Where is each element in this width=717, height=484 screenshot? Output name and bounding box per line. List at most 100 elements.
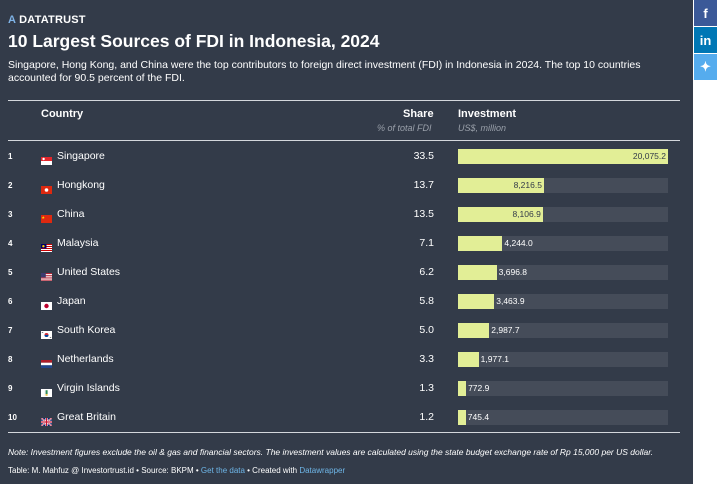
row-country: Hongkong bbox=[57, 179, 105, 191]
twitter-share-button[interactable]: ✦ bbox=[694, 54, 717, 80]
row-rank: 2 bbox=[8, 181, 13, 190]
row-country: Singapore bbox=[57, 150, 105, 162]
table-row: 4 Malaysia 7.1 4,244.0 bbox=[8, 229, 680, 258]
flag-us-icon bbox=[41, 268, 52, 281]
investment-value-label: 4,244.0 bbox=[504, 238, 533, 248]
investment-value-label: 8,216.5 bbox=[513, 180, 542, 190]
investment-bar bbox=[458, 410, 466, 425]
chart-subtitle: Singapore, Hong Kong, and China were the… bbox=[8, 59, 641, 84]
investment-bar-track: 1,977.1 bbox=[458, 352, 668, 367]
row-rank: 7 bbox=[8, 326, 13, 335]
credits-middle: • Created with bbox=[244, 466, 300, 475]
row-rank: 9 bbox=[8, 384, 13, 393]
investment-bar bbox=[458, 236, 503, 251]
table-row: 9 Virgin Islands 1.3 772.9 bbox=[8, 374, 680, 403]
table-row: 3 China 13.5 8,106.9 bbox=[8, 200, 680, 229]
investment-bar-track: 772.9 bbox=[458, 381, 668, 396]
investment-value-label: 8,106.9 bbox=[512, 209, 541, 219]
brand-logo-icon: A bbox=[8, 14, 17, 26]
investment-bar-track: 3,696.8 bbox=[458, 265, 668, 280]
row-share: 7.1 bbox=[419, 237, 434, 249]
investment-bar-track: 8,216.5 bbox=[458, 178, 668, 193]
row-share: 3.3 bbox=[419, 353, 434, 365]
table-header-rule bbox=[8, 140, 680, 141]
investment-value-label: 20,075.2 bbox=[632, 151, 666, 161]
investment-bar-track: 4,244.0 bbox=[458, 236, 668, 251]
row-country: Great Britain bbox=[57, 411, 116, 423]
facebook-share-button[interactable]: f bbox=[694, 0, 717, 26]
column-subheader-investment: US$, million bbox=[458, 123, 507, 133]
chart-title: 10 Largest Sources of FDI in Indonesia, … bbox=[8, 31, 380, 51]
investment-value-label: 772.9 bbox=[468, 383, 490, 393]
investment-value-label: 2,987.7 bbox=[491, 325, 520, 335]
column-header-investment: Investment bbox=[458, 108, 517, 120]
investment-bar-track: 745.4 bbox=[458, 410, 668, 425]
brand: A DATATRUST bbox=[8, 14, 86, 26]
table-row: 1 Singapore 33.5 20,075.2 bbox=[8, 142, 680, 171]
row-rank: 6 bbox=[8, 297, 13, 306]
flag-jp-icon bbox=[41, 297, 52, 310]
row-share: 6.2 bbox=[419, 266, 434, 278]
column-header-country: Country bbox=[41, 108, 84, 120]
flag-hk-icon bbox=[41, 181, 52, 194]
table-row: 6 Japan 5.8 3,463.9 bbox=[8, 287, 680, 316]
table-row: 5 United States 6.2 3,696.8 bbox=[8, 258, 680, 287]
investment-bar bbox=[458, 323, 490, 338]
flag-cn-icon bbox=[41, 210, 52, 223]
datawrapper-link[interactable]: Datawrapper bbox=[299, 466, 346, 475]
linkedin-share-button[interactable]: in bbox=[694, 27, 717, 53]
investment-bar bbox=[458, 207, 543, 222]
row-country: Malaysia bbox=[57, 237, 99, 249]
table-row: 10 Great Britain 1.2 745.4 bbox=[8, 403, 680, 432]
row-country: Netherlands bbox=[57, 353, 114, 365]
row-rank: 10 bbox=[8, 413, 17, 422]
row-share: 1.3 bbox=[419, 382, 434, 394]
row-rank: 8 bbox=[8, 355, 13, 364]
flag-kr-icon bbox=[41, 326, 52, 339]
table-row: 8 Netherlands 3.3 1,977.1 bbox=[8, 345, 680, 374]
row-rank: 4 bbox=[8, 239, 13, 248]
investment-bar bbox=[458, 265, 497, 280]
row-rank: 3 bbox=[8, 210, 13, 219]
table-row: 7 South Korea 5.0 2,987.7 bbox=[8, 316, 680, 345]
column-header-share: Share bbox=[403, 108, 434, 120]
investment-bar-track: 3,463.9 bbox=[458, 294, 668, 309]
investment-value-label: 3,463.9 bbox=[496, 296, 525, 306]
flag-gb-icon bbox=[40, 413, 53, 427]
credits-prefix: Table: M. Mahfuz @ Investortrust.id • So… bbox=[8, 466, 201, 475]
row-share: 13.5 bbox=[413, 208, 434, 220]
investment-bar bbox=[458, 149, 668, 164]
investment-value-label: 745.4 bbox=[467, 412, 490, 422]
row-share: 13.7 bbox=[413, 179, 434, 191]
flag-vg-icon bbox=[41, 384, 52, 397]
row-country: China bbox=[57, 208, 85, 220]
investment-bar-track: 8,106.9 bbox=[458, 207, 668, 222]
brand-name: DATATRUST bbox=[19, 14, 86, 26]
flag-sg-icon bbox=[41, 152, 52, 165]
row-share: 1.2 bbox=[419, 411, 434, 423]
investment-bar bbox=[458, 352, 479, 367]
investment-bar bbox=[458, 178, 544, 193]
investment-value-label: 1,977.1 bbox=[480, 354, 510, 364]
investment-bar-track: 20,075.2 bbox=[458, 149, 668, 164]
row-country: Japan bbox=[57, 295, 86, 307]
table-top-rule bbox=[8, 100, 680, 101]
row-country: United States bbox=[57, 266, 121, 278]
row-rank: 1 bbox=[8, 152, 13, 161]
table-row: 2 Hongkong 13.7 8,216.5 bbox=[8, 171, 680, 200]
row-share: 5.8 bbox=[419, 295, 434, 307]
footnote: Note: Investment figures exclude the oil… bbox=[8, 447, 654, 457]
flag-my-icon bbox=[41, 239, 52, 252]
investment-bar bbox=[458, 381, 467, 396]
investment-bar bbox=[458, 294, 495, 309]
row-rank: 5 bbox=[8, 268, 13, 277]
table-bottom-rule bbox=[8, 432, 680, 433]
row-share: 33.5 bbox=[413, 150, 434, 162]
get-data-link[interactable]: Get the data bbox=[200, 466, 245, 475]
credits: Table: M. Mahfuz @ Investortrust.id • So… bbox=[8, 466, 345, 475]
row-country: South Korea bbox=[57, 324, 116, 336]
flag-nl-icon bbox=[41, 355, 52, 368]
column-subheader-share: % of total FDI bbox=[377, 123, 432, 133]
row-country: Virgin Islands bbox=[57, 382, 120, 394]
row-share: 5.0 bbox=[419, 324, 434, 336]
